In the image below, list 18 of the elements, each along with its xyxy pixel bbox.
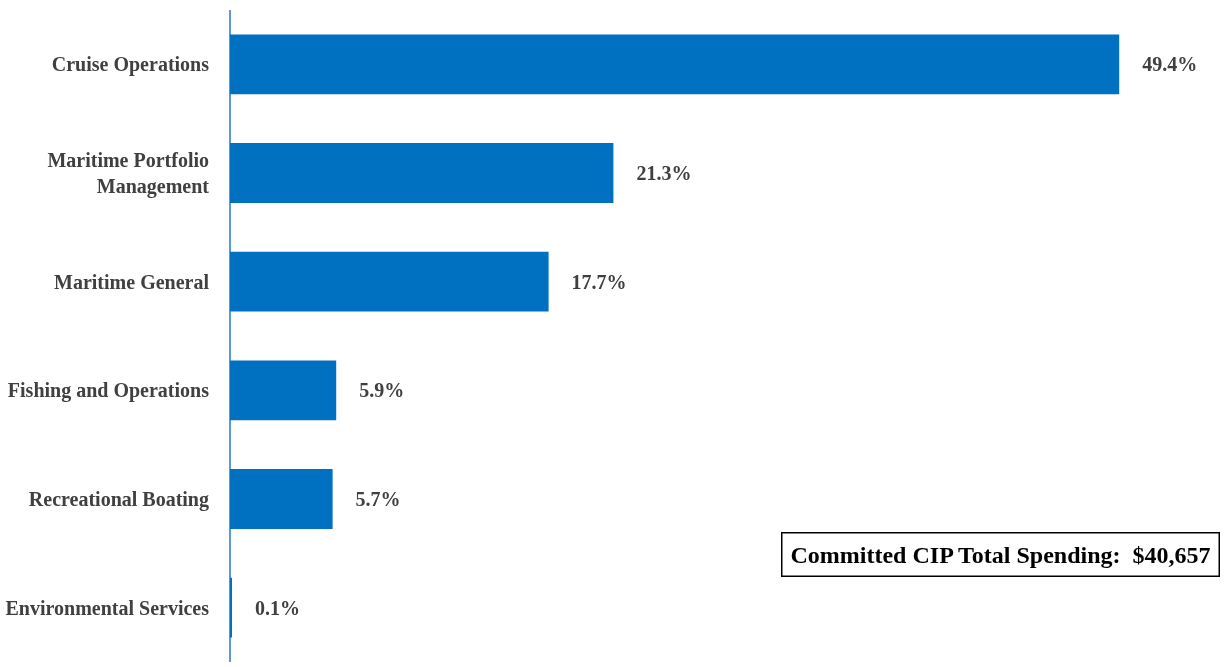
- annotation: Committed CIP Total Spending: $40,657: [790, 541, 1211, 568]
- y-tick-label: Recreational Boating: [28, 488, 209, 511]
- data-label: 0.1%: [255, 596, 300, 619]
- bar: [230, 143, 614, 203]
- data-label: 17.7%: [571, 270, 627, 293]
- data-label: 49.4%: [1142, 53, 1198, 76]
- data-label: 5.9%: [359, 379, 405, 402]
- bar: [230, 251, 549, 312]
- y-tick-label: Maritime General: [54, 270, 210, 293]
- bar: [230, 34, 1120, 95]
- bar: [230, 469, 333, 529]
- bar: [230, 360, 337, 421]
- y-tick-label: Maritime Portfolio Management: [47, 149, 210, 198]
- data-label: 21.3%: [636, 162, 692, 184]
- y-tick-label: Fishing and Operations: [7, 379, 210, 403]
- y-tick-label: Cruise Operations: [51, 53, 210, 77]
- data-label: 5.7%: [355, 488, 401, 510]
- y-tick-label: Environmental Services: [5, 596, 210, 619]
